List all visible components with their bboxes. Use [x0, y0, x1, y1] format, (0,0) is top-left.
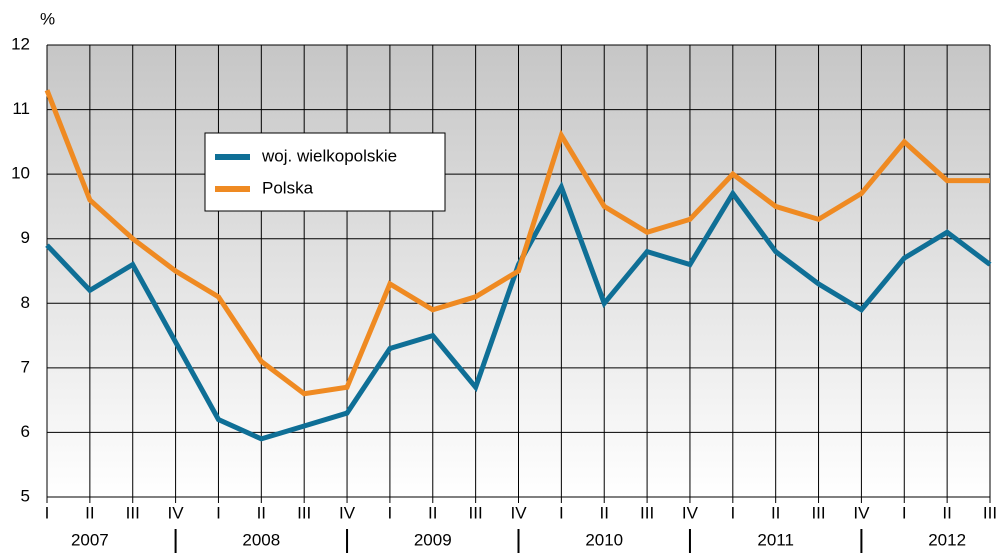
legend-box — [204, 132, 446, 212]
y-tick-label: 8 — [21, 293, 30, 312]
x-tick-label: II — [942, 503, 951, 522]
year-label: 2007 — [71, 530, 109, 549]
x-tick-label: III — [811, 503, 825, 522]
x-tick-label: IV — [510, 503, 527, 522]
x-tick-label: II — [600, 503, 609, 522]
x-tick-label: IV — [682, 503, 699, 522]
y-tick-label: 9 — [21, 228, 30, 247]
x-tick-label: I — [216, 503, 221, 522]
y-axis-label: % — [40, 9, 55, 28]
year-label: 2010 — [585, 530, 623, 549]
year-label: 2009 — [414, 530, 452, 549]
x-tick-label: I — [388, 503, 393, 522]
year-label: 2008 — [242, 530, 280, 549]
x-tick-label: III — [297, 503, 311, 522]
x-tick-label: III — [126, 503, 140, 522]
x-tick-label: II — [771, 503, 780, 522]
x-tick-label: III — [469, 503, 483, 522]
series-line — [44, 89, 990, 397]
y-tick-label: 7 — [21, 357, 30, 376]
legend-label: woj. wielkopolskie — [261, 146, 397, 165]
x-tick-label: I — [559, 503, 564, 522]
y-tick-label: 11 — [12, 99, 30, 118]
legend: woj. wielkopolskie Polska — [204, 132, 446, 212]
y-tick-label: 10 — [11, 164, 30, 183]
legend-label: Polska — [262, 178, 314, 197]
x-tick-label: IV — [339, 503, 356, 522]
x-tick-label: III — [640, 503, 654, 522]
y-tick-label: 6 — [21, 422, 30, 441]
x-tick-label: I — [45, 503, 50, 522]
x-tick-label: II — [257, 503, 266, 522]
x-tick-label: IV — [853, 503, 870, 522]
y-tick-label: 5 — [21, 486, 30, 505]
y-tick-label: 12 — [11, 34, 30, 53]
x-tick-label: III — [983, 503, 997, 522]
x-tick-label: I — [730, 503, 735, 522]
x-tick-label: I — [902, 503, 907, 522]
year-label: 2012 — [928, 530, 966, 549]
x-tick-label: IV — [168, 503, 185, 522]
lines — [44, 89, 992, 442]
year-label: 2011 — [757, 530, 794, 549]
x-tick-label: II — [85, 503, 94, 522]
x-tick-label: II — [428, 503, 437, 522]
